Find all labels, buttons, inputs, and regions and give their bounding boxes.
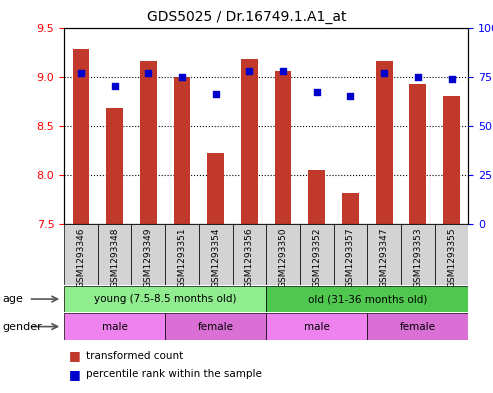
Point bbox=[178, 73, 186, 80]
Point bbox=[246, 68, 253, 74]
Text: GSM1293351: GSM1293351 bbox=[177, 227, 186, 288]
Bar bbox=[98, 224, 132, 285]
Text: male: male bbox=[304, 321, 330, 332]
Point bbox=[380, 70, 388, 76]
Text: percentile rank within the sample: percentile rank within the sample bbox=[86, 369, 262, 379]
Text: GSM1293349: GSM1293349 bbox=[144, 227, 153, 288]
Bar bbox=[132, 224, 165, 285]
Text: young (7.5-8.5 months old): young (7.5-8.5 months old) bbox=[94, 294, 237, 304]
Bar bbox=[64, 313, 165, 340]
Bar bbox=[409, 84, 426, 224]
Bar bbox=[266, 313, 367, 340]
Text: GDS5025 / Dr.16749.1.A1_at: GDS5025 / Dr.16749.1.A1_at bbox=[147, 10, 346, 24]
Bar bbox=[376, 61, 392, 224]
Point bbox=[414, 73, 422, 80]
Bar bbox=[199, 224, 233, 285]
Text: gender: gender bbox=[2, 321, 42, 332]
Bar bbox=[165, 224, 199, 285]
Bar bbox=[266, 286, 468, 312]
Point bbox=[212, 91, 220, 97]
Text: female: female bbox=[198, 321, 234, 332]
Bar bbox=[266, 224, 300, 285]
Point bbox=[144, 70, 152, 76]
Text: GSM1293352: GSM1293352 bbox=[312, 227, 321, 288]
Text: GSM1293356: GSM1293356 bbox=[245, 227, 254, 288]
Bar bbox=[106, 108, 123, 224]
Text: transformed count: transformed count bbox=[86, 351, 183, 361]
Bar bbox=[241, 59, 258, 224]
Text: GSM1293347: GSM1293347 bbox=[380, 227, 388, 288]
Bar bbox=[64, 224, 98, 285]
Text: GSM1293357: GSM1293357 bbox=[346, 227, 355, 288]
Bar bbox=[367, 224, 401, 285]
Bar bbox=[367, 313, 468, 340]
Point bbox=[448, 75, 456, 82]
Text: female: female bbox=[400, 321, 436, 332]
Bar bbox=[308, 170, 325, 224]
Text: GSM1293350: GSM1293350 bbox=[279, 227, 287, 288]
Bar bbox=[334, 224, 367, 285]
Bar bbox=[233, 224, 266, 285]
Bar bbox=[165, 313, 266, 340]
Text: GSM1293353: GSM1293353 bbox=[413, 227, 423, 288]
Text: ■: ■ bbox=[69, 367, 81, 381]
Bar bbox=[174, 77, 190, 224]
Point bbox=[347, 93, 354, 99]
Text: ■: ■ bbox=[69, 349, 81, 362]
Bar bbox=[207, 153, 224, 224]
Bar bbox=[72, 49, 89, 224]
Bar bbox=[300, 224, 334, 285]
Bar bbox=[140, 61, 157, 224]
Text: age: age bbox=[2, 294, 23, 304]
Point bbox=[313, 89, 320, 95]
Text: old (31-36 months old): old (31-36 months old) bbox=[308, 294, 427, 304]
Text: GSM1293346: GSM1293346 bbox=[76, 227, 85, 288]
Bar bbox=[64, 286, 266, 312]
Text: GSM1293355: GSM1293355 bbox=[447, 227, 456, 288]
Point bbox=[77, 70, 85, 76]
Bar bbox=[435, 224, 468, 285]
Bar bbox=[342, 193, 359, 224]
Point bbox=[279, 68, 287, 74]
Text: male: male bbox=[102, 321, 128, 332]
Bar bbox=[275, 71, 291, 224]
Bar bbox=[443, 96, 460, 224]
Bar bbox=[401, 224, 435, 285]
Text: GSM1293354: GSM1293354 bbox=[211, 227, 220, 288]
Point bbox=[110, 83, 119, 90]
Text: GSM1293348: GSM1293348 bbox=[110, 227, 119, 288]
